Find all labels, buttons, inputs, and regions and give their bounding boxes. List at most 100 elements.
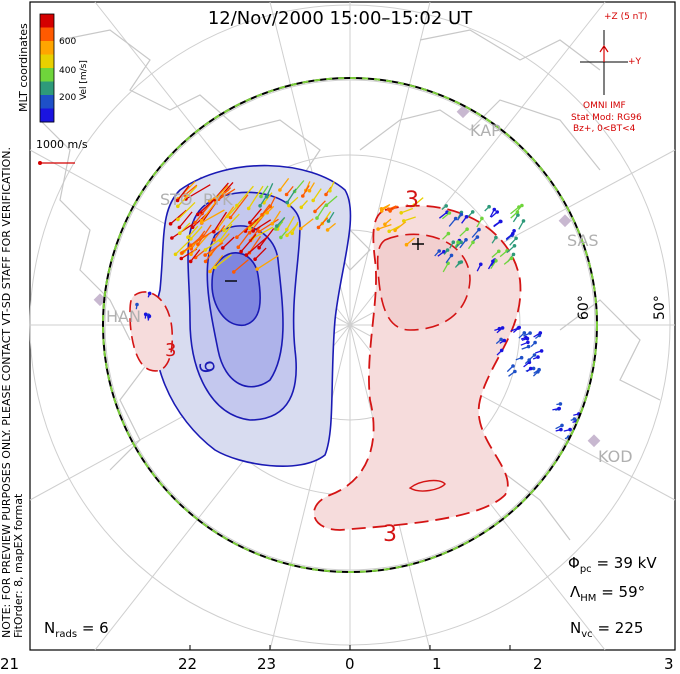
velocity-vector xyxy=(496,349,503,356)
mlt-tick-1: 1 xyxy=(432,655,442,673)
velocity-vector xyxy=(181,234,205,254)
velocity-vector xyxy=(269,196,276,207)
station-sas: SAS xyxy=(567,231,599,250)
velocity-vector xyxy=(187,225,199,238)
velocity-vector xyxy=(286,223,299,236)
stat-nvc: Nvc = 225 xyxy=(570,619,644,640)
map-title: 12/Nov/2000 15:00–15:02 UT xyxy=(207,8,473,29)
velocity-vector xyxy=(490,260,497,270)
positive-potential-cell xyxy=(129,204,522,531)
velocity-vector xyxy=(467,241,474,250)
colorbar xyxy=(40,14,54,123)
velocity-vector xyxy=(205,245,219,262)
velocity-vector xyxy=(491,237,497,244)
velocity-vector xyxy=(461,216,468,224)
velocity-vector xyxy=(236,221,255,238)
velocity-vector xyxy=(300,218,314,230)
velocity-vector xyxy=(248,236,262,254)
velocity-vector xyxy=(214,254,232,269)
velocity-vector xyxy=(439,211,448,219)
imf-dial xyxy=(580,30,628,95)
velocity-vector xyxy=(533,332,541,338)
velocity-vector xyxy=(219,223,233,241)
velocity-vector xyxy=(318,217,329,228)
velocity-vector xyxy=(530,342,536,348)
velocity-vector xyxy=(442,233,449,240)
colorbar-segment xyxy=(40,108,54,123)
station-han: HAN xyxy=(106,307,141,326)
velocity-vector xyxy=(437,251,445,257)
fit-order-note: FitOrder: 8, mapEX format xyxy=(12,493,25,638)
velocity-vector xyxy=(248,185,264,209)
colorbar-tick-600: 600 xyxy=(59,37,77,47)
velocity-vector xyxy=(245,217,259,232)
imf-condition: Bz+, 0<BT<4 xyxy=(573,124,636,134)
velocity-vector xyxy=(489,209,495,218)
velocity-vector xyxy=(400,207,414,214)
lat-label-50: 50° xyxy=(652,295,668,320)
velocity-vector xyxy=(503,257,512,265)
velocity-vector xyxy=(523,332,531,337)
velocity-vector xyxy=(147,293,151,298)
velocity-vector xyxy=(197,198,215,215)
velocity-vector xyxy=(245,236,268,256)
velocity-vector xyxy=(493,220,501,227)
velocity-vector xyxy=(261,204,271,216)
station-kap: KAP xyxy=(470,121,501,140)
velocity-vector xyxy=(472,236,478,242)
velocity-vector xyxy=(515,357,522,361)
velocity-vector xyxy=(190,249,201,262)
velocity-vector xyxy=(135,304,138,310)
velocity-vector xyxy=(484,206,490,212)
velocity-vector xyxy=(521,337,528,341)
colorbar-segment xyxy=(40,81,54,96)
velocity-vector xyxy=(572,420,577,424)
velocity-vector xyxy=(388,225,401,232)
coastlines xyxy=(39,29,661,541)
velocity-vector xyxy=(260,185,269,197)
velocity-vector xyxy=(300,200,308,208)
velocity-vector xyxy=(564,436,569,440)
velocity-vector xyxy=(454,241,459,248)
velocity-vector xyxy=(266,205,275,214)
station-kod: KOD xyxy=(598,447,633,466)
velocity-vector xyxy=(377,223,392,230)
stat-lambda-hm: ΛHM = 59° xyxy=(570,583,646,604)
velocity-vector xyxy=(252,219,272,232)
velocity-vector xyxy=(240,233,257,253)
velocity-vector xyxy=(448,218,457,227)
velocity-vector xyxy=(535,334,540,340)
velocity-vector xyxy=(280,229,288,238)
velocity-vector xyxy=(229,194,249,218)
mlt-tick-22: 22 xyxy=(178,655,198,673)
velocity-vector xyxy=(279,178,290,191)
velocity-vector xyxy=(403,216,416,222)
mlt-tick-3: 3 xyxy=(664,655,674,673)
velocity-vector xyxy=(556,403,561,406)
velocity-vector xyxy=(176,185,190,201)
colorbar-segment xyxy=(40,14,54,28)
velocity-vectors xyxy=(135,178,581,440)
velocity-vector xyxy=(223,213,240,231)
velocity-vector xyxy=(327,222,337,231)
velocity-vector xyxy=(316,204,326,219)
hmb-boundary-dash xyxy=(102,77,598,573)
velocity-vector xyxy=(258,218,279,233)
mlt-tick-21: 21 xyxy=(0,655,20,673)
velocity-vector xyxy=(505,233,514,240)
velocity-vector xyxy=(185,184,211,200)
velocity-vector xyxy=(487,260,494,270)
colorbar-frame xyxy=(39,13,55,123)
station-pyk: PYK xyxy=(203,190,233,209)
velocity-vector xyxy=(327,211,335,222)
velocity-vector xyxy=(520,341,529,346)
velocity-vector xyxy=(314,200,326,212)
velocity-vector xyxy=(506,245,515,254)
velocity-vector xyxy=(495,338,502,345)
velocity-vector xyxy=(532,371,539,377)
velocity-vector xyxy=(494,328,500,332)
velocity-vector xyxy=(201,209,225,224)
coords-label: MLT coordinates xyxy=(17,23,30,112)
velocity-vector xyxy=(227,204,239,217)
